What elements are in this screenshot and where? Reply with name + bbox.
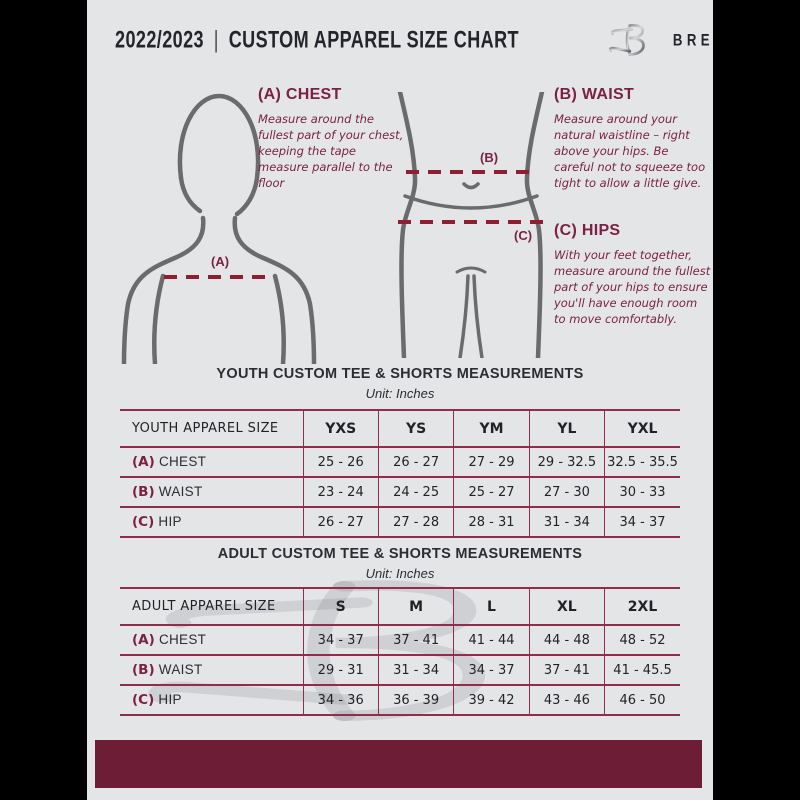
youth-col-1: YS (377, 410, 454, 447)
table-cell: 23 - 24 (302, 477, 379, 507)
table-cell: 25 - 27 (453, 477, 530, 507)
hips-body-text: With your feet together, measure around … (554, 248, 711, 327)
chest-diagram-label: (A) (211, 254, 229, 269)
adult-section-unit: Unit: Inches (365, 566, 435, 581)
youth-size-label: YOUTH APPAREL SIZE (132, 421, 279, 436)
table-cell: 27 - 28 (377, 507, 454, 537)
table-cell: 34 - 36 (302, 685, 379, 715)
page-title: 2022/2023 | CUSTOM APPAREL SIZE CHART (115, 26, 519, 54)
torso-diagram: (A) (121, 93, 317, 364)
table-cell: 41 - 44 (453, 625, 530, 655)
table-row-label: (A) CHEST (132, 454, 207, 470)
table-cell: 34 - 37 (604, 507, 680, 537)
youth-col-3: YL (528, 410, 605, 447)
waist-heading: (B) WAIST (554, 86, 635, 103)
table-row: (B) WAIST 23 - 24 24 - 25 25 - 27 27 - 3… (120, 477, 680, 507)
brand-name: BREAKAWAY (672, 30, 713, 50)
table-cell: 46 - 50 (604, 685, 680, 715)
table-cell: 25 - 26 (302, 447, 379, 477)
waist-instructions: (B) WAIST Measure around your natural wa… (554, 86, 706, 191)
waist-diagram-label: (B) (480, 150, 498, 165)
hips-heading: (C) HIPS (554, 222, 621, 239)
table-cell: 41 - 45.5 (604, 655, 680, 685)
table-cell: 29 - 31 (302, 655, 379, 685)
youth-section-unit: Unit: Inches (365, 386, 435, 401)
youth-col-0: YXS (302, 410, 379, 447)
table-row: (A) CHEST 34 - 37 37 - 41 41 - 44 44 - 4… (120, 625, 680, 655)
table-cell: 27 - 29 (453, 447, 530, 477)
youth-col-2: YM (453, 410, 530, 447)
table-row: (C) HIP 26 - 27 27 - 28 28 - 31 31 - 34 … (120, 507, 680, 537)
table-cell: 37 - 41 (377, 625, 454, 655)
youth-col-4: YXL (604, 410, 680, 447)
hips-instructions: (C) HIPS With your feet together, measur… (554, 222, 712, 327)
table-cell: 34 - 37 (453, 655, 530, 685)
table-cell: 36 - 39 (377, 685, 454, 715)
brand-lockup: BREAKAWAY (608, 20, 713, 60)
youth-section-title: YOUTH CUSTOM TEE & SHORTS MEASUREMENTS (216, 366, 584, 382)
table-cell: 26 - 27 (302, 507, 379, 537)
chest-instructions: (A) CHEST Measure around the fullest par… (258, 86, 410, 191)
table-cell: 29 - 32.5 (528, 447, 605, 477)
table-row-label: (C) HIP (132, 514, 182, 530)
table-row: (B) WAIST 29 - 31 31 - 34 34 - 37 37 - 4… (120, 655, 680, 685)
table-row: (C) HIP 34 - 36 36 - 39 39 - 42 43 - 46 … (120, 685, 680, 715)
table-row-label: (B) WAIST (132, 662, 203, 678)
table-cell: 27 - 30 (528, 477, 605, 507)
adult-col-1: M (377, 588, 454, 625)
table-cell: 44 - 48 (528, 625, 605, 655)
adult-col-4: 2XL (604, 588, 680, 625)
title-separator: | (213, 25, 219, 53)
table-row-label: (A) CHEST (132, 632, 207, 648)
table-cell: 24 - 25 (377, 477, 454, 507)
table-cell: 30 - 33 (604, 477, 680, 507)
adult-col-2: L (453, 588, 530, 625)
adult-size-table: ADULT APPAREL SIZE S M L XL 2XL (A) CHES… (120, 587, 680, 716)
table-row-label: (B) WAIST (132, 484, 203, 500)
table-cell: 31 - 34 (377, 655, 454, 685)
adult-section-title: ADULT CUSTOM TEE & SHORTS MEASUREMENTS (217, 546, 583, 562)
chest-body-text: Measure around the fullest part of your … (258, 112, 404, 191)
breakaway-logo-icon (608, 23, 645, 56)
adult-header-row: ADULT APPAREL SIZE S M L XL 2XL (120, 588, 680, 625)
table-cell: 48 - 52 (604, 625, 680, 655)
chest-heading: (A) CHEST (258, 86, 342, 103)
table-cell: 37 - 41 (528, 655, 605, 685)
table-cell: 43 - 46 (528, 685, 605, 715)
size-chart-document: 2022/2023 | CUSTOM APPAREL SIZE CHART (87, 0, 713, 800)
table-cell: 31 - 34 (528, 507, 605, 537)
title-year: 2022/2023 (115, 25, 204, 53)
table-cell: 39 - 42 (453, 685, 530, 715)
table-cell: 26 - 27 (377, 447, 454, 477)
table-cell: 32.5 - 35.5 (604, 447, 680, 477)
adult-col-3: XL (528, 588, 605, 625)
title-text: CUSTOM APPAREL SIZE CHART (228, 25, 519, 53)
table-cell: 34 - 37 (302, 625, 379, 655)
table-row: (A) CHEST 25 - 26 26 - 27 27 - 29 29 - 3… (120, 447, 680, 477)
hip-diagram-label: (C) (514, 228, 532, 243)
table-row-label: (C) HIP (132, 692, 182, 708)
youth-size-table: YOUTH APPAREL SIZE YXS YS YM YL YXL (A) … (120, 409, 680, 538)
hips-diagram: (B) (C) (397, 92, 545, 358)
adult-col-0: S (302, 588, 379, 625)
footer-accent-bar (95, 740, 702, 788)
waist-body-text: Measure around your natural waistline – … (554, 112, 706, 191)
document-header: 2022/2023 | CUSTOM APPAREL SIZE CHART (115, 16, 713, 64)
youth-header-row: YOUTH APPAREL SIZE YXS YS YM YL YXL (120, 410, 680, 447)
adult-size-label: ADULT APPAREL SIZE (132, 599, 276, 614)
table-cell: 28 - 31 (453, 507, 530, 537)
